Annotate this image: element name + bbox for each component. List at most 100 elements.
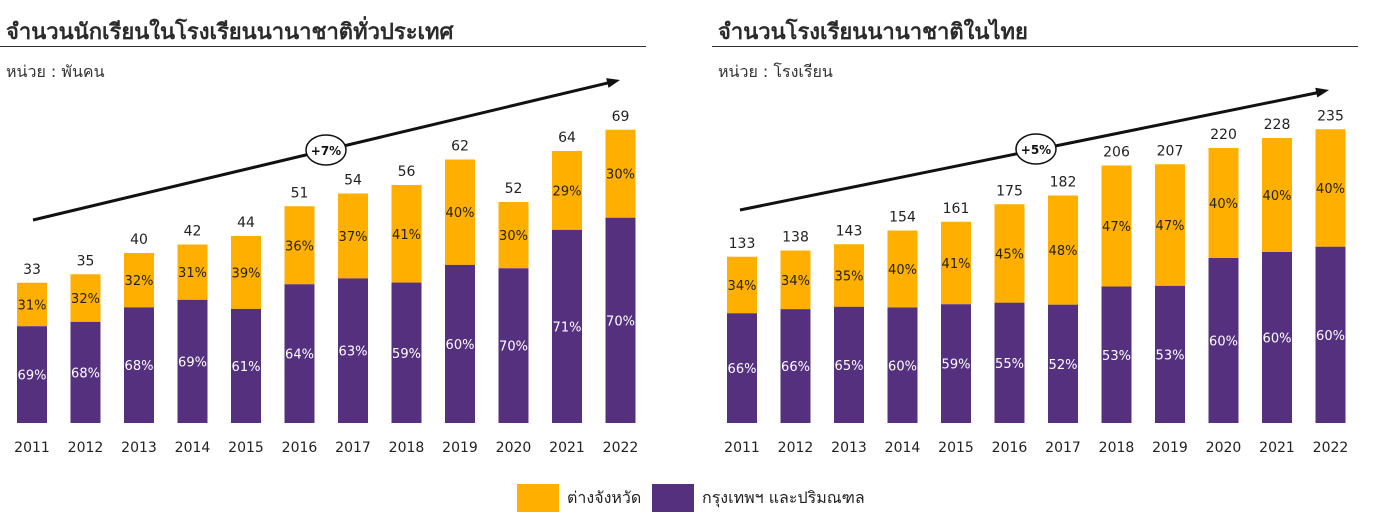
percent-label-bangkok: 69% — [18, 369, 47, 384]
percent-label-provinces: 45% — [995, 247, 1024, 262]
total-value-label: 143 — [836, 223, 863, 239]
percent-label-bangkok: 65% — [835, 359, 864, 374]
percent-label-provinces: 34% — [781, 274, 810, 289]
total-value-label: 62 — [451, 139, 469, 155]
bar-bangkok — [1155, 285, 1185, 423]
x-tick-label: 2018 — [389, 440, 425, 456]
bar-provinces — [1262, 138, 1292, 252]
x-tick-label: 2011 — [724, 440, 760, 456]
percent-label-provinces: 47% — [1156, 219, 1185, 234]
percent-label-bangkok: 68% — [125, 359, 154, 374]
percent-label-provinces: 40% — [446, 206, 475, 221]
total-value-label: 64 — [558, 130, 576, 146]
trend-arrow-head — [606, 78, 620, 88]
legend-label-bangkok: กรุงเทพฯ และปริมณฑล — [702, 487, 865, 507]
x-tick-label: 2019 — [442, 440, 478, 456]
total-value-label: 42 — [184, 224, 202, 240]
bar-provinces — [1101, 165, 1132, 287]
percent-label-bangkok: 59% — [942, 358, 971, 373]
x-tick-label: 2013 — [121, 440, 157, 456]
percent-label-provinces: 41% — [942, 257, 971, 272]
x-tick-label: 2020 — [1206, 440, 1242, 456]
bar-provinces — [994, 204, 1025, 303]
bar-bangkok — [887, 307, 918, 423]
percent-label-bangkok: 55% — [995, 357, 1024, 372]
x-tick-label: 2014 — [175, 440, 211, 456]
x-tick-label: 2017 — [335, 440, 371, 456]
percent-label-provinces: 40% — [1263, 189, 1292, 204]
percent-label-provinces: 36% — [285, 239, 314, 254]
x-tick-label: 2017 — [1045, 440, 1081, 456]
bar-bangkok — [834, 306, 864, 423]
students-chart-panel: จำนวนนักเรียนในโรงเรียนนานาชาติทั่วประเท… — [0, 0, 650, 470]
percent-label-provinces: 39% — [232, 266, 261, 281]
percent-label-bangkok: 60% — [888, 359, 917, 374]
bar-provinces — [498, 202, 529, 269]
bar-bangkok — [727, 313, 757, 423]
percent-label-bangkok: 59% — [392, 347, 421, 362]
bar-provinces — [391, 185, 422, 283]
percent-label-bangkok: 60% — [1263, 332, 1292, 347]
percent-label-bangkok: 66% — [728, 362, 757, 377]
percent-label-provinces: 31% — [178, 266, 207, 281]
bar-bangkok — [70, 321, 101, 423]
legend: ต่างจังหวัด กรุงเทพฯ และปริมณฑล — [0, 483, 1380, 513]
total-value-label: 133 — [729, 236, 756, 252]
bar-provinces — [887, 230, 918, 308]
percent-label-bangkok: 53% — [1102, 349, 1131, 364]
x-tick-label: 2020 — [496, 440, 532, 456]
percent-label-provinces: 30% — [499, 229, 528, 244]
bar-provinces — [70, 274, 101, 322]
x-tick-label: 2016 — [992, 440, 1028, 456]
total-value-label: 51 — [291, 185, 309, 201]
x-tick-label: 2012 — [778, 440, 814, 456]
percent-label-provinces: 40% — [888, 263, 917, 278]
bar-bangkok — [284, 284, 315, 423]
bar-bangkok — [498, 268, 529, 423]
total-value-label: 54 — [344, 173, 362, 189]
total-value-label: 35 — [77, 253, 95, 269]
chart-title: จำนวนนักเรียนในโรงเรียนนานาชาติทั่วประเท… — [6, 20, 454, 45]
total-value-label: 207 — [1157, 143, 1184, 159]
x-tick-label: 2021 — [1259, 440, 1295, 456]
percent-label-bangkok: 60% — [446, 338, 475, 353]
percent-label-provinces: 29% — [553, 184, 582, 199]
percent-label-provinces: 37% — [339, 230, 368, 245]
percent-label-bangkok: 68% — [71, 366, 100, 381]
bar-provinces — [1208, 148, 1239, 258]
x-tick-label: 2018 — [1099, 440, 1135, 456]
total-value-label: 40 — [130, 232, 148, 248]
percent-label-provinces: 32% — [125, 274, 154, 289]
bar-provinces — [941, 221, 971, 305]
legend-item-bangkok: กรุงเทพฯ และปริมณฑล — [652, 483, 865, 513]
total-value-label: 56 — [398, 164, 416, 180]
x-tick-label: 2011 — [14, 440, 50, 456]
bar-provinces — [605, 129, 636, 218]
bar-provinces — [17, 282, 47, 327]
growth-badge-label: +7% — [311, 144, 341, 158]
percent-label-bangkok: 64% — [285, 348, 314, 363]
percent-label-bangkok: 60% — [1316, 329, 1345, 344]
bar-bangkok — [1208, 258, 1239, 423]
percent-label-bangkok: 52% — [1049, 358, 1078, 373]
x-tick-label: 2013 — [831, 440, 867, 456]
bar-provinces — [177, 244, 208, 300]
schools-bar-chart: 34% 66% 133 2011 34% 66% 138 2012 35% 65% 143 2013 4… — [724, 87, 1348, 456]
bar-bangkok — [1048, 304, 1078, 423]
total-value-label: 161 — [943, 201, 970, 217]
x-tick-label: 2022 — [603, 440, 639, 456]
bar-bangkok — [1315, 246, 1346, 423]
x-tick-label: 2014 — [885, 440, 921, 456]
bar-provinces — [445, 159, 475, 265]
legend-swatch-purple — [652, 484, 694, 512]
schools-chart-panel: จำนวนโรงเรียนนานาชาติในไทย หน่วย : โรงเร… — [712, 0, 1362, 470]
percent-label-provinces: 30% — [606, 168, 635, 183]
percent-label-provinces: 48% — [1049, 244, 1078, 259]
bar-provinces — [231, 236, 261, 309]
bar-provinces — [1315, 129, 1346, 247]
percent-label-provinces: 41% — [392, 228, 421, 243]
bar-bangkok — [338, 278, 368, 423]
total-value-label: 206 — [1103, 145, 1130, 161]
bar-bangkok — [391, 282, 422, 423]
bar-provinces — [124, 253, 154, 308]
